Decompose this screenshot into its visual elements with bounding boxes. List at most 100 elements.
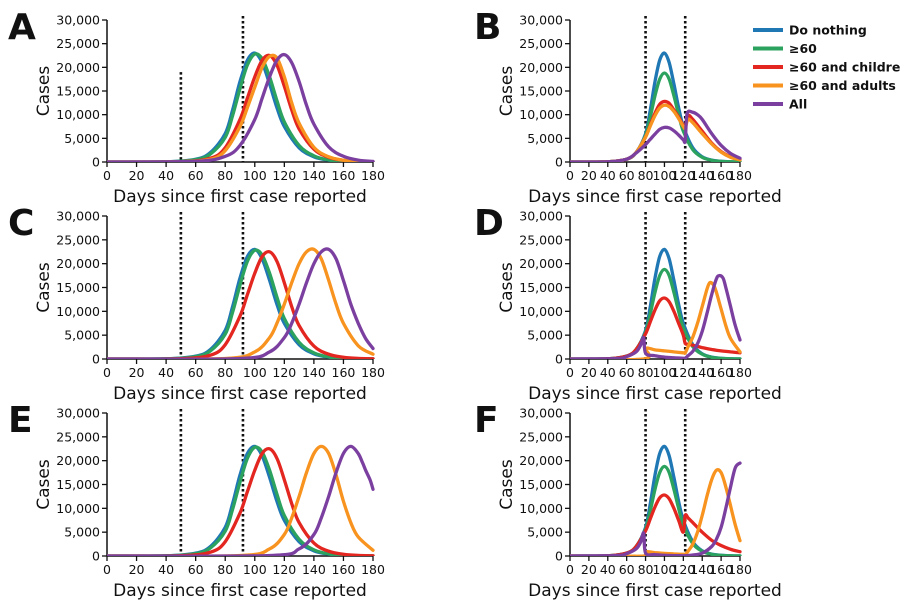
x-tick-label: 40 (600, 168, 616, 183)
x-tick-label: 140 (302, 562, 326, 577)
x-tick-label: 0 (103, 562, 111, 577)
x-tick-label: 40 (600, 562, 616, 577)
y-axis-title: Cases (34, 66, 54, 117)
y-tick-label: 20,000 (519, 60, 563, 75)
x-tick-label: 20 (581, 365, 597, 380)
x-tick-label: 60 (619, 562, 635, 577)
x-tick-label: 60 (188, 365, 204, 380)
y-tick-label: 0 (92, 155, 100, 170)
series-line (107, 249, 375, 359)
y-tick-label: 5,000 (64, 525, 100, 540)
x-axis-title: Days since first case reported (113, 187, 367, 207)
y-tick-label: 20,000 (56, 453, 100, 468)
series-line (570, 461, 742, 556)
series-line (107, 247, 375, 359)
x-tick-label: 160 (332, 168, 356, 183)
y-tick-label: 25,000 (56, 36, 100, 51)
x-tick-label: 120 (272, 365, 296, 380)
x-tick-label: 100 (243, 365, 267, 380)
y-tick-label: 20,000 (519, 453, 563, 468)
series-line (107, 53, 375, 162)
x-axis-title: Days since first case reported (113, 581, 367, 601)
y-tick-label: 15,000 (56, 477, 100, 492)
series-line (107, 446, 375, 556)
y-tick-label: 0 (92, 549, 100, 564)
series-line (570, 468, 742, 556)
panel-label: D (474, 203, 504, 244)
x-tick-label: 140 (690, 562, 714, 577)
y-tick-label: 5,000 (527, 525, 563, 540)
legend-label: ≥60 (789, 41, 817, 56)
series-line (107, 444, 375, 556)
x-tick-label: 80 (217, 168, 233, 183)
x-tick-label: 100 (653, 562, 677, 577)
x-tick-label: 40 (600, 365, 616, 380)
panel-label: F (474, 400, 499, 441)
y-tick-label: 15,000 (519, 477, 563, 492)
x-tick-label: 120 (671, 562, 695, 577)
x-tick-label: 20 (129, 365, 145, 380)
y-tick-label: 15,000 (56, 84, 100, 99)
x-tick-label: 80 (638, 365, 654, 380)
series-line (570, 280, 742, 359)
y-tick-label: 10,000 (56, 107, 100, 122)
x-tick-label: 60 (619, 168, 635, 183)
x-tick-label: 80 (638, 168, 654, 183)
x-tick-label: 180 (361, 562, 385, 577)
y-tick-label: 30,000 (56, 13, 100, 28)
legend-label: All (789, 97, 807, 112)
x-tick-label: 160 (709, 365, 733, 380)
x-tick-label: 140 (302, 168, 326, 183)
x-tick-label: 100 (243, 562, 267, 577)
x-tick-label: 120 (272, 562, 296, 577)
y-axis-title: Cases (34, 459, 54, 510)
x-tick-label: 100 (243, 168, 267, 183)
x-tick-label: 120 (272, 168, 296, 183)
x-tick-label: 20 (129, 562, 145, 577)
x-tick-label: 180 (361, 168, 385, 183)
y-tick-label: 20,000 (56, 256, 100, 271)
y-tick-label: 30,000 (519, 406, 563, 421)
y-tick-label: 30,000 (56, 406, 100, 421)
y-tick-label: 5,000 (527, 131, 563, 146)
x-tick-label: 20 (581, 168, 597, 183)
y-axis-title: Cases (497, 459, 517, 510)
x-tick-label: 0 (566, 168, 574, 183)
y-tick-label: 0 (555, 352, 563, 367)
x-tick-label: 160 (709, 562, 733, 577)
panel-label: B (474, 7, 501, 48)
y-tick-label: 0 (555, 549, 563, 564)
x-axis-title: Days since first case reported (528, 187, 782, 207)
series-line (107, 248, 375, 359)
panel-c: C 0 5,000 10,000 15,000 20,000 25,000 30,000 0 20… (8, 203, 385, 404)
y-tick-label: 5,000 (64, 328, 100, 343)
x-tick-label: 60 (619, 365, 635, 380)
y-tick-label: 10,000 (56, 304, 100, 319)
x-tick-label: 140 (690, 365, 714, 380)
x-tick-label: 120 (671, 365, 695, 380)
x-tick-label: 80 (638, 562, 654, 577)
y-axis-title: Cases (497, 66, 517, 117)
x-tick-label: 160 (709, 168, 733, 183)
panel-label: E (8, 400, 33, 441)
y-tick-label: 20,000 (519, 256, 563, 271)
y-tick-label: 5,000 (527, 328, 563, 343)
x-tick-label: 100 (653, 365, 677, 380)
panel-label: C (8, 203, 34, 244)
y-axis-title: Cases (34, 262, 54, 313)
x-tick-label: 60 (188, 562, 204, 577)
y-tick-label: 0 (92, 352, 100, 367)
y-axis-title: Cases (497, 262, 517, 313)
x-tick-label: 40 (158, 168, 174, 183)
x-tick-label: 0 (566, 365, 574, 380)
y-tick-label: 5,000 (64, 131, 100, 146)
panel-label: A (8, 7, 36, 48)
series-line (107, 444, 375, 556)
x-tick-label: 40 (158, 562, 174, 577)
x-tick-label: 20 (581, 562, 597, 577)
x-tick-label: 140 (690, 168, 714, 183)
x-axis-title: Days since first case reported (113, 384, 367, 404)
x-tick-label: 60 (188, 168, 204, 183)
x-tick-label: 180 (728, 562, 752, 577)
x-tick-label: 120 (671, 168, 695, 183)
